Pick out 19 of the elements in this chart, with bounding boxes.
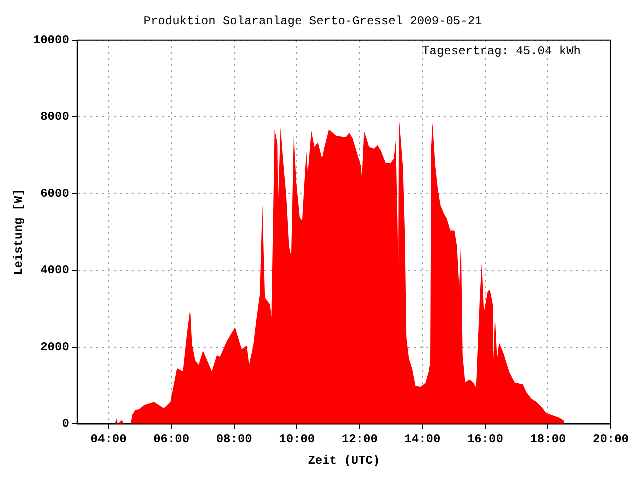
y-tick-label: 0 (62, 417, 70, 432)
y-tick-label: 8000 (40, 110, 70, 124)
x-tick-label: 18:00 (530, 432, 566, 446)
x-tick-label: 12:00 (342, 432, 378, 446)
x-axis-title: Zeit (UTC) (308, 454, 380, 468)
y-tick-label: 10000 (33, 33, 70, 48)
y-tick-label: 6000 (40, 186, 70, 201)
x-tick-label: 20:00 (592, 432, 630, 446)
x-tick-label: 10:00 (279, 432, 316, 446)
y-tick-label: 4000 (40, 264, 70, 278)
annotation: Tagesertrag: 45.04 kWh (422, 44, 581, 59)
x-tick-label: 14:00 (404, 432, 441, 446)
x-tick-label: 08:00 (216, 432, 252, 446)
x-tick-label: 16:00 (467, 432, 504, 446)
x-tick-label: 06:00 (154, 432, 190, 446)
x-tick-label: 04:00 (90, 432, 127, 446)
y-axis-title: Leistung [W] (12, 189, 26, 276)
chart-title: Produktion Solaranlage Serto-Gressel 2009-05-21 (144, 14, 482, 28)
y-tick-label: 2000 (40, 340, 70, 354)
